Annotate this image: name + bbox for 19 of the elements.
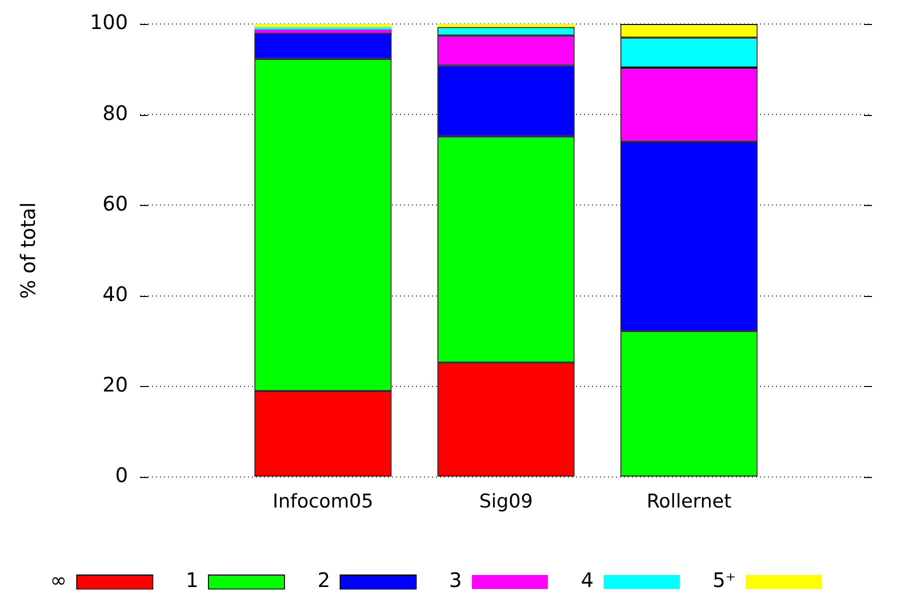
legend-label: 4 [580,568,594,592]
legend-label: 5⁺ [712,568,736,592]
legend-label: 2 [317,568,330,592]
legend-label: 1 [186,568,198,592]
y-tick-label: 60 [102,191,128,216]
y-tick-label: 0 [115,463,128,488]
y-tick-label: 20 [102,372,128,397]
legend-label: ∞ [50,568,67,592]
bar [254,29,392,33]
x-tick-label: Infocom05 [272,490,374,512]
y-tick-label: 40 [102,282,128,306]
y-axis-title: % of total [16,202,40,299]
legend-label: 3 [449,568,462,592]
bar [437,24,575,28]
bar [254,24,392,28]
x-tick-label: Rollernet [646,490,732,512]
x-tick-label: Sig09 [479,490,533,512]
y-tick-label: 100 [90,10,128,34]
y-tick-label: 80 [102,100,128,125]
